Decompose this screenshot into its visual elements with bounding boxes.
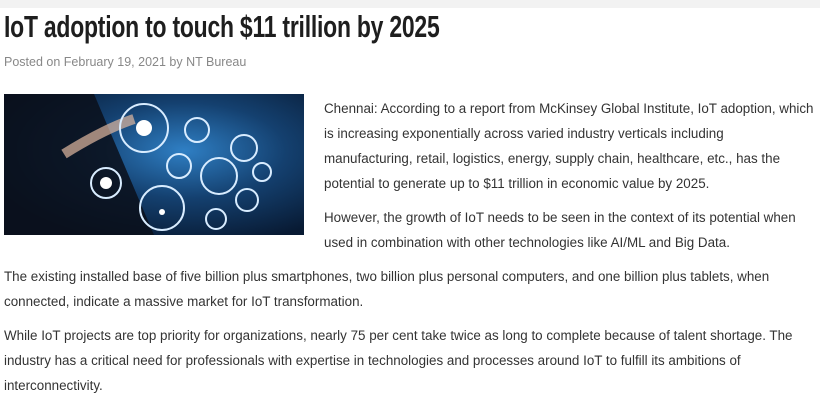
top-bar [0,0,820,8]
article-image [4,94,304,235]
paragraph-1: Chennai: According to a report from McKi… [324,101,814,191]
iot-illustration [4,94,272,235]
post-meta: Posted on February 19, 2021 by NT Bureau [4,55,246,69]
by-label: by [169,55,183,69]
posted-on-label: Posted on [4,55,61,69]
article-title: IoT adoption to touch $11 trillion by 20… [4,9,440,44]
paragraph-3: The existing installed base of five bill… [4,269,770,309]
intro-text: Chennai: According to a report from McKi… [324,96,814,255]
post-date-link[interactable]: February 19, 2021 [63,55,166,69]
body-text: The existing installed base of five bill… [4,264,816,398]
author-link[interactable]: NT Bureau [186,55,247,69]
paragraph-2: However, the growth of IoT needs to be s… [324,210,796,250]
paragraph-4: While IoT projects are top priority for … [4,328,793,393]
